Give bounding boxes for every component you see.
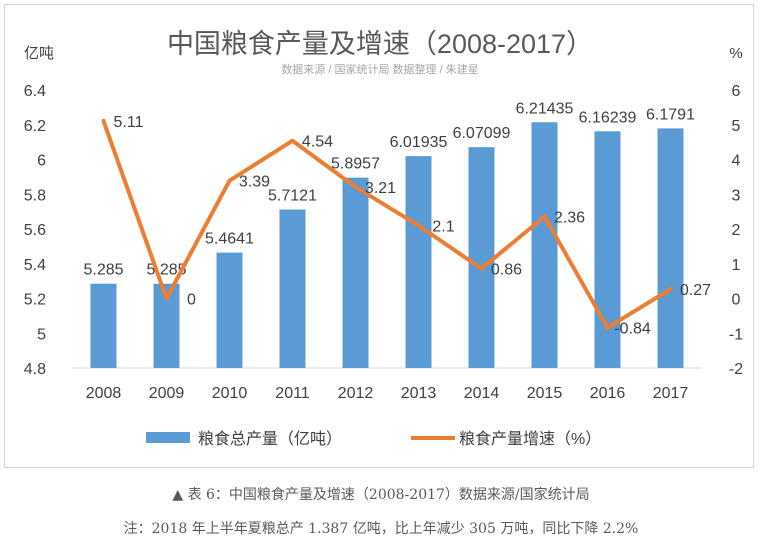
y-left-tick: 6 [37,153,46,170]
line-point [101,118,106,123]
line-point [542,214,547,219]
x-tick-label: 2009 [149,385,185,402]
y-right-tick: 3 [732,187,741,204]
y-left-unit: 亿吨 [24,45,54,62]
x-tick-label: 2017 [653,385,689,402]
bar [279,209,306,368]
line-data-label: 0.86 [491,262,522,279]
x-tick-label: 2013 [401,385,437,402]
line-point [227,178,232,183]
bar [216,252,243,368]
bar [531,122,558,369]
x-tick-label: 2008 [86,385,122,402]
line-point [668,287,673,292]
bar [468,147,495,368]
bar-data-label: 5.285 [83,262,123,279]
y-right-tick: 4 [732,153,741,170]
y-left-tick: 4.8 [24,361,46,378]
combo-chart: 中国粮食产量及增速（2008-2017） 数据来源 / 国家统计局 数据整理 / … [24,29,743,448]
line-data-label: 3.39 [239,174,270,191]
line-point [164,296,169,301]
line-data-label: -0.84 [614,321,651,338]
y-right-tick: 2 [732,222,741,239]
bar-data-label: 6.21435 [516,100,574,117]
x-tick-label: 2010 [212,385,248,402]
y-right-tick: 0 [732,292,741,309]
bar-data-label: 5.7121 [268,188,317,205]
x-tick-label: 2014 [464,385,500,402]
y-right-tick: -2 [729,361,743,378]
legend-bar-label: 粮食总产量（亿吨） [198,430,342,448]
line-data-label: 2.1 [432,219,454,236]
line-point [479,266,484,271]
bar-data-label: 5.4641 [205,231,254,248]
legend-line-label: 粮食产量增速（%） [459,430,601,448]
line-point [353,184,358,189]
y-right-tick: 6 [732,83,741,100]
bar [405,156,432,368]
line-data-label: 4.54 [302,134,333,151]
y-left-tick: 5.6 [24,222,46,239]
y-left-tick: 5.8 [24,187,46,204]
y-left-tick: 5.4 [24,257,46,274]
chart-title: 中国粮食产量及增速（2008-2017） [167,29,593,59]
bar-data-label: 6.07099 [453,125,511,142]
y-left-tick: 6.4 [24,83,46,100]
x-tick-label: 2012 [338,385,374,402]
chart-frame: 中国粮食产量及增速（2008-2017） 数据来源 / 国家统计局 数据整理 / … [4,4,754,468]
bar [342,177,369,368]
line-point [416,223,421,228]
line-point [605,325,610,330]
y-right-tick: 5 [732,118,741,135]
x-tick-label: 2016 [590,385,626,402]
legend-bar-swatch [146,432,190,443]
figure-caption: ▲ 表 6：中国粮食产量及增速（2008-2017）数据来源/国家统计局 [172,487,590,503]
line-data-label: 0 [187,292,196,309]
y-right-unit: % [729,45,742,62]
bar-data-label: 6.01935 [390,134,448,151]
line-data-label: 0.27 [680,282,711,299]
bar [657,128,684,368]
bar [90,283,117,368]
bar-data-label: 6.1791 [646,106,695,123]
y-right-tick: -1 [729,326,743,343]
line-data-label: 5.11 [114,114,144,131]
y-left-tick: 5.2 [24,292,46,309]
figure-note: 注：2018 年上半年夏粮总产 1.387 亿吨，比上年减少 305 万吨，同比… [123,521,639,537]
chart-subtitle: 数据来源 / 国家统计局 数据整理 / 朱建星 [281,62,478,76]
bar-data-label: 5.8957 [331,156,380,173]
x-tick-label: 2011 [275,385,310,402]
x-tick-label: 2015 [527,385,563,402]
y-right-tick: 1 [732,257,741,274]
line-data-label: 2.36 [554,209,585,226]
y-left-tick: 6.2 [24,118,46,135]
growth-line [101,118,673,330]
bar-data-label: 6.16239 [579,109,637,126]
line-point [290,138,295,143]
y-left-tick: 5 [37,326,46,343]
line-data-label: 3.21 [365,180,396,197]
